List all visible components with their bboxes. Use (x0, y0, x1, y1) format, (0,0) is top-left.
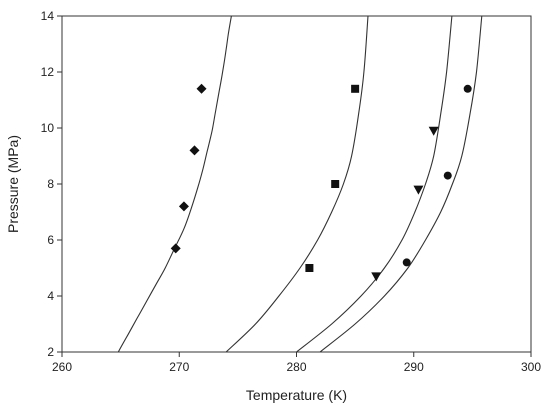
triangle-down-marker (428, 126, 439, 136)
x-tick-label: 270 (169, 360, 189, 374)
y-tick-label: 14 (41, 9, 55, 23)
diamond-marker (170, 243, 181, 254)
square-marker (305, 264, 314, 272)
model-curve-2 (225, 15, 369, 353)
model-curves (117, 15, 483, 353)
y-tick-label: 10 (41, 121, 55, 135)
square-marker (351, 84, 360, 93)
x-tick-label: 300 (521, 360, 541, 374)
data-points (170, 83, 472, 282)
triangle-down-marker (371, 272, 382, 282)
x-tick-label: 260 (52, 360, 72, 374)
y-tick-label: 2 (47, 345, 54, 359)
triangle-down-marker (413, 185, 424, 195)
circle-marker (402, 258, 411, 267)
y-tick-label: 6 (47, 233, 54, 247)
diamond-marker (178, 201, 189, 212)
axis-ticks: 260 270 280 290 300 2 4 6 8 10 12 14 (41, 9, 542, 374)
y-tick-label: 4 (47, 289, 54, 303)
diamond-marker (189, 145, 200, 156)
y-tick-label: 8 (47, 177, 54, 191)
model-curve-4 (319, 15, 483, 353)
model-curve-1 (117, 15, 232, 353)
x-axis-title: Temperature (K) (246, 387, 347, 403)
circle-marker (463, 84, 472, 93)
y-axis-title: Pressure (MPa) (5, 135, 21, 233)
plot-frame (61, 15, 532, 353)
y-tick-label: 12 (41, 65, 55, 79)
x-tick-label: 290 (404, 360, 424, 374)
circle-marker (443, 171, 452, 180)
x-tick-label: 280 (286, 360, 306, 374)
square-marker (331, 180, 340, 188)
diamond-marker (196, 83, 207, 94)
model-curve-3 (296, 15, 453, 353)
